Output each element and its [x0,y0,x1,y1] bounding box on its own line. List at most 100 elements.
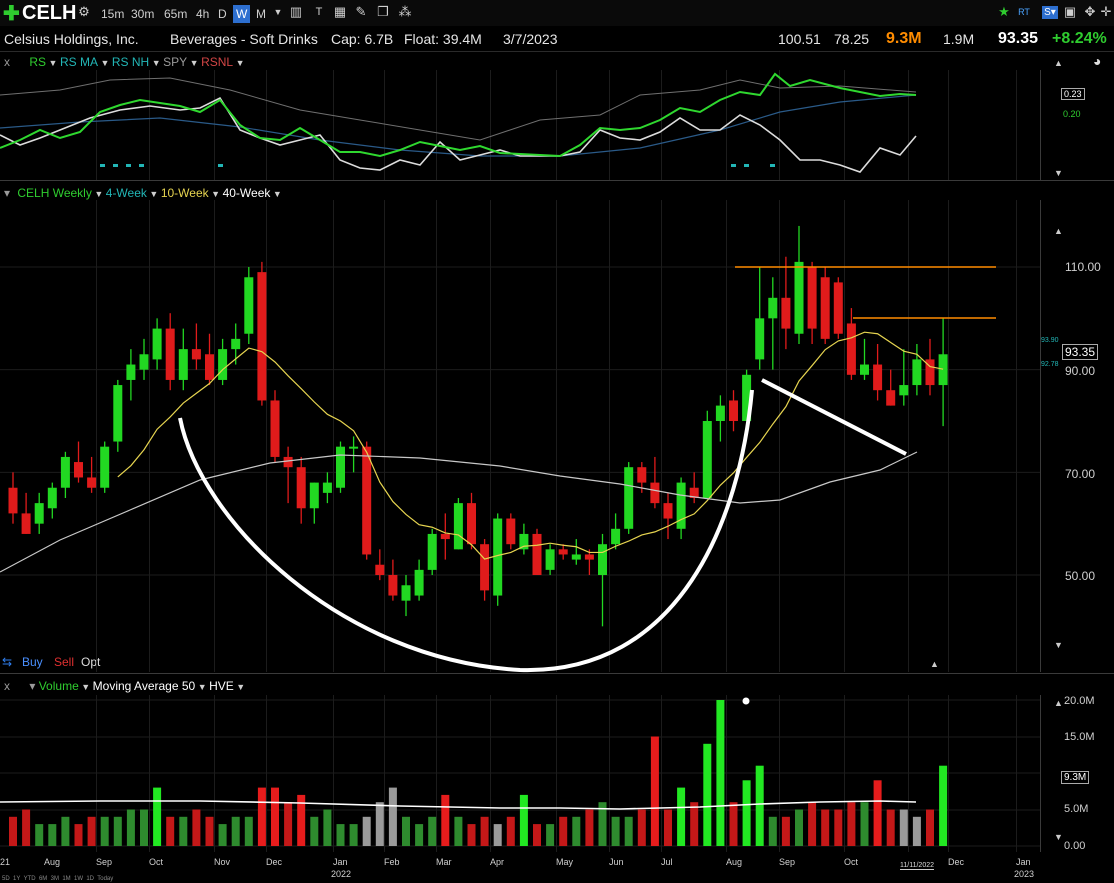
timeframe-daily[interactable]: D [218,7,227,21]
legend-rs-nh[interactable]: RS NH [111,55,150,69]
zoom-1w[interactable]: 1W [74,876,83,882]
volume-bar [179,816,188,846]
zoom-5d[interactable]: 5D [2,876,10,882]
volume-dropdown-icon[interactable]: ▾ [29,679,36,693]
candle-style-icon[interactable]: ▥ [289,4,303,19]
timeframe-30m[interactable]: 30m [131,7,155,21]
vol-label-15m: 15.0M [1064,731,1095,743]
timeframe-monthly[interactable]: M [256,7,266,21]
cursor-date-box: 11/11/2022 [900,862,934,870]
zoom-1m[interactable]: 1M [62,876,71,882]
legend-volume[interactable]: Volume [38,679,79,693]
candle-body [794,261,804,334]
candle-body [873,364,883,391]
indicator-icon[interactable]: T [315,6,323,18]
share-icon[interactable]: ⁂ [398,4,412,19]
buy-button[interactable]: Buy [22,655,43,669]
moving-averages [0,331,944,573]
volume-bar [650,736,659,846]
rs-panel-close[interactable]: x [4,55,10,69]
options-button[interactable]: Opt [81,655,101,669]
month-feb-2022: Feb [384,857,400,867]
legend-rsnl[interactable]: RSNL [201,55,234,69]
rs-new-high-marker [139,164,144,167]
sell-button[interactable]: Sell [54,655,75,669]
legend-40-week[interactable]: 40-Week [222,186,271,200]
price-small-upper: 93.90 [1041,337,1059,344]
timeframe-65m[interactable]: 65m [164,7,188,21]
candle-body [846,323,856,375]
candle-body [74,462,83,478]
zoom-3m[interactable]: 3M [50,876,59,882]
legend-rs[interactable]: RS [29,55,47,69]
volume-bar [755,765,764,846]
price-label-70: 70.00 [1065,467,1096,481]
timeframe-dropdown-icon[interactable]: ▼ [273,7,283,17]
expand-panel-icon[interactable]: ▲ [930,659,939,669]
price-panel-dropdown-icon[interactable]: ▾ [4,186,11,200]
screen-icon[interactable]: S▾ [1042,6,1058,19]
legend-10-week[interactable]: 10-Week [160,186,209,200]
price-scroll-up-icon[interactable]: ▲ [1054,226,1063,236]
volume-bar [74,824,83,846]
candle-body [925,359,935,386]
zoom-1d[interactable]: 1D [86,876,95,882]
volume-scroll-up-icon[interactable]: ▲ [1054,698,1063,708]
realtime-icon[interactable]: RT [1018,7,1030,17]
year-2022: 2022 [331,869,352,879]
save-icon[interactable]: ▣ [1063,4,1077,19]
trade-icon[interactable]: ⇆ [2,655,13,669]
legend-spy[interactable]: SPY [163,55,188,69]
legend-4-week[interactable]: 4-Week [105,186,147,200]
rs-scroll-down-icon[interactable]: ▼ [1054,168,1063,178]
rs-value-box: 0.23 [1061,88,1085,100]
candle-body [8,487,18,514]
volume-bar [231,816,240,846]
candle-body [283,456,293,468]
layout-icon[interactable]: ▦ [333,4,347,19]
volume-bar [716,700,725,846]
legend-celh-weekly[interactable]: CELH Weekly [17,186,92,200]
copy-icon[interactable]: ❐ [377,4,389,19]
volume-bar [271,787,279,846]
candle-body [401,585,411,601]
volume-bar [493,824,502,846]
timeframe-4h[interactable]: 4h [196,7,210,21]
volume-panel-close[interactable]: x [4,679,10,693]
add-symbol-icon[interactable]: ✚ [3,3,20,25]
draw-icon[interactable]: ✎ [355,4,367,19]
zoom-6m[interactable]: 6M [38,876,48,882]
zoom-1y[interactable]: 1Y [13,876,21,882]
move-icon[interactable]: ✛ [1100,4,1112,19]
downtrend-line [761,378,907,456]
ticker-symbol[interactable]: CELH [22,2,77,24]
candle-body [270,400,280,457]
chart-settings-icon[interactable]: ⚙ [78,4,90,19]
candle-body [715,405,725,421]
rs-new-high-marker [731,164,736,167]
palette-icon[interactable]: ◕ [1093,53,1102,69]
favorite-star-icon[interactable]: ★ [998,4,1010,19]
month-aug-2022: Aug [726,857,743,867]
candle-body [191,349,201,360]
volume-bar [244,816,253,846]
legend-hve[interactable]: HVE [209,679,234,693]
ma-10-week-line [117,331,944,560]
candle-body [113,385,123,442]
rs-scroll-up-icon[interactable]: ▲ [1054,58,1063,68]
timeframe-weekly[interactable]: W [233,5,251,23]
zoom-today[interactable]: Today [97,876,114,882]
timeframe-15m[interactable]: 15m [101,7,125,21]
candle-body [899,385,909,396]
zoom-ytd[interactable]: YTD [23,876,36,882]
legend-rs-ma[interactable]: RS MA [59,55,98,69]
rs-panel-header: x RS ▼ RS MA ▼ RS NH ▼ SPY ▼ RSNL ▼ [4,55,245,69]
vol-label-0: 0.00 [1064,840,1086,852]
candle-body [47,487,57,509]
price-scroll-down-icon[interactable]: ▼ [1054,640,1063,650]
legend-ma50[interactable]: Moving Average 50 [92,679,196,693]
crosshair-icon[interactable]: ✥ [1084,4,1096,19]
volume-scroll-down-icon[interactable]: ▼ [1054,832,1063,842]
candle-body [545,549,555,570]
